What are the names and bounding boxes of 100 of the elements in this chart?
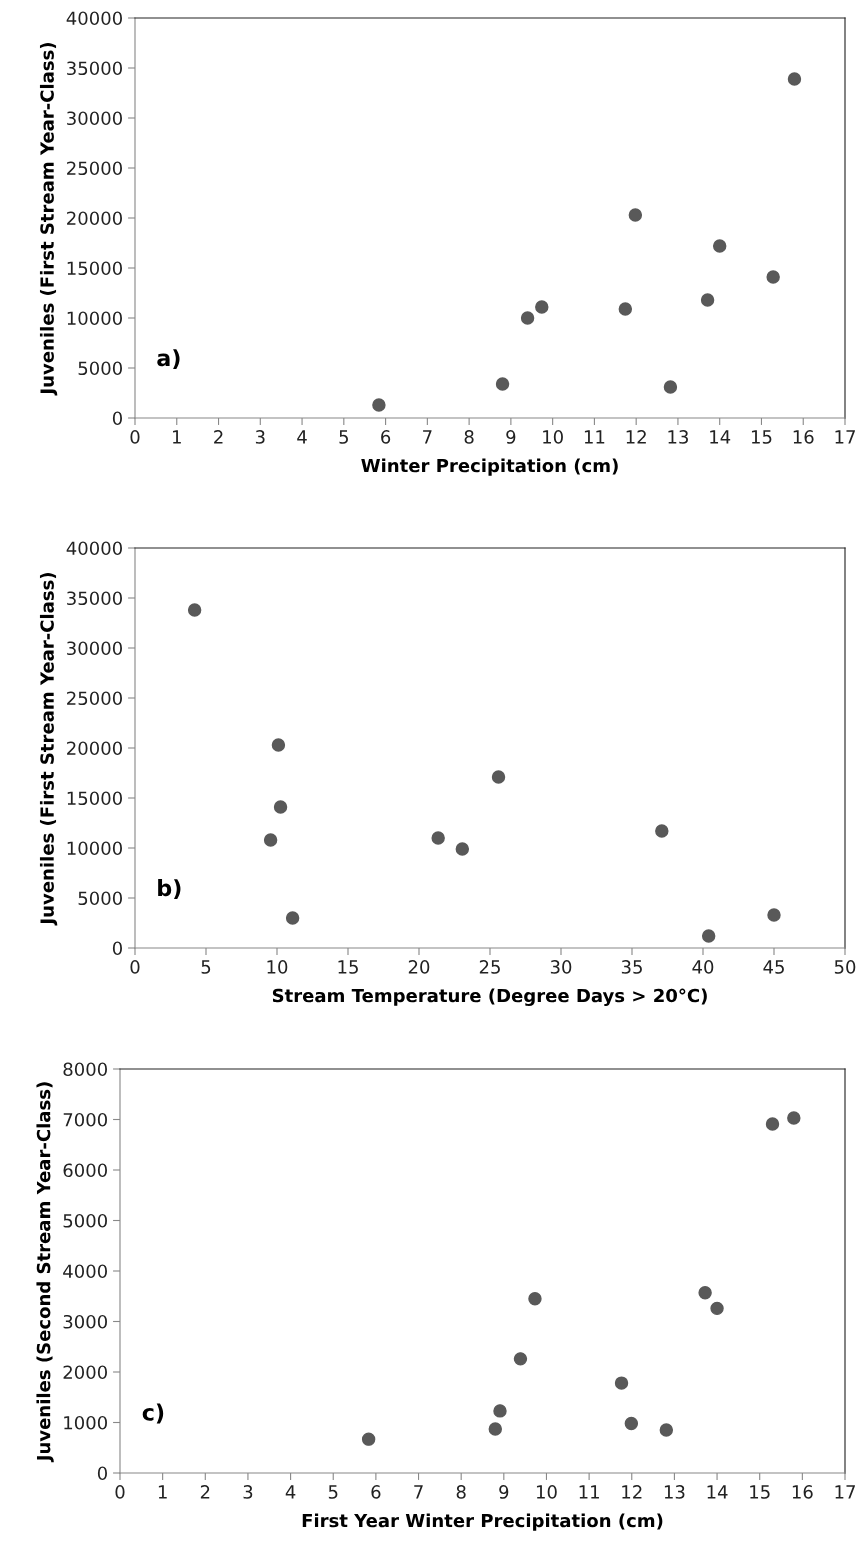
y-tick-label: 40000: [66, 11, 122, 26]
x-tick-label: 4: [285, 1485, 296, 1499]
y-tick-label: 20000: [67, 741, 122, 756]
x-tick-label: 3: [255, 430, 265, 444]
y-tick-label: 35000: [67, 61, 122, 76]
point: [710, 1301, 724, 1316]
x-tick-label: 8: [464, 430, 474, 444]
x-tick-label: 9: [499, 1485, 509, 1499]
x-tick-label: 7: [423, 430, 432, 444]
x-tick-label: 13: [668, 430, 688, 444]
y-axis-title: Juveniles (First Stream Year-Class): [39, 42, 58, 396]
x-tick-label: 14: [707, 1485, 728, 1499]
y-tick-label: 6000: [63, 1163, 107, 1178]
point: [491, 770, 506, 784]
x-tick-label: 16: [792, 1485, 813, 1499]
point: [528, 1292, 542, 1306]
y-tick-label: 30000: [67, 641, 122, 656]
x-tick-label: 16: [793, 430, 814, 444]
y-tick-label: 0: [97, 1466, 107, 1481]
point: [495, 377, 510, 391]
x-tick-label: 25: [479, 960, 500, 974]
x-axis-title: First Year Winter Precipitation (cm): [302, 1513, 663, 1531]
y-tick-label: 5000: [63, 1213, 107, 1228]
y-axis-title: Juveniles (First Stream Year-Class): [39, 572, 58, 926]
y-tick-label: 25000: [67, 691, 122, 706]
x-tick-label: 14: [710, 430, 731, 444]
x-tick-label: 5: [339, 430, 348, 444]
point: [698, 1286, 712, 1300]
x-tick-label: 20: [408, 960, 430, 974]
x-tick-label: 11: [579, 1485, 599, 1499]
x-tick-label: 9: [506, 430, 516, 444]
point: [520, 311, 535, 325]
x-tick-label: 45: [763, 960, 784, 974]
point: [187, 603, 202, 617]
x-tick-label: 2: [214, 430, 223, 444]
x-axis-title: Stream Temperature (Degree Days > 20°C): [272, 988, 707, 1006]
x-tick-label: 0: [130, 430, 140, 444]
x-tick-label: 13: [664, 1485, 685, 1499]
x-tick-label: 6: [371, 1485, 381, 1499]
point: [712, 239, 727, 253]
x-tick-label: 12: [626, 430, 646, 444]
y-tick-label: 2000: [63, 1365, 107, 1380]
y-tick-label: 35000: [67, 591, 122, 606]
y-tick-label: 10000: [67, 311, 122, 326]
annotation: a): [157, 349, 180, 369]
point: [765, 1117, 780, 1131]
x-tick-label: 50: [834, 960, 856, 974]
x-tick-label: 3: [243, 1485, 253, 1499]
y-tick-label: 10000: [67, 841, 122, 856]
point: [488, 1422, 503, 1436]
x-tick-label: 4: [297, 430, 307, 444]
y-tick-label: 5000: [78, 361, 122, 376]
x-tick-label: 12: [622, 1485, 642, 1499]
x-tick-label: 10: [543, 430, 563, 444]
point: [767, 908, 781, 922]
point: [624, 1416, 639, 1431]
y-tick-label: 0: [112, 941, 122, 956]
y-tick-label: 3000: [63, 1314, 107, 1329]
point: [663, 380, 678, 394]
point: [618, 302, 633, 316]
point: [372, 398, 386, 412]
x-tick-label: 40: [692, 960, 714, 974]
x-tick-label: 35: [621, 960, 642, 974]
y-tick-label: 4000: [63, 1264, 107, 1279]
point: [263, 833, 278, 847]
point: [701, 929, 716, 943]
point: [361, 1432, 376, 1446]
x-tick-label: 15: [751, 430, 772, 444]
x-tick-label: 1: [158, 1485, 167, 1499]
point: [700, 293, 715, 307]
x-tick-label: 17: [835, 430, 855, 444]
y-tick-label: 25000: [67, 161, 122, 176]
point: [787, 1111, 801, 1125]
y-tick-label: 1000: [64, 1415, 107, 1430]
point: [431, 831, 445, 845]
x-axis-title: Winter Precipitation (cm): [361, 458, 618, 476]
y-tick-label: 0: [112, 411, 122, 426]
x-tick-label: 2: [200, 1485, 210, 1499]
x-tick-label: 30: [550, 960, 572, 974]
x-tick-label: 15: [750, 1485, 770, 1499]
annotation: b): [158, 879, 181, 899]
x-tick-label: 7: [414, 1485, 423, 1499]
x-tick-label: 0: [130, 960, 140, 974]
x-tick-label: 6: [381, 430, 391, 444]
x-tick-label: 17: [835, 1485, 855, 1499]
point: [271, 738, 286, 752]
y-tick-label: 8000: [63, 1062, 107, 1077]
point: [628, 208, 643, 222]
x-tick-label: 8: [456, 1485, 466, 1499]
y-tick-label: 5000: [78, 891, 122, 906]
y-tick-label: 20000: [67, 211, 122, 226]
y-tick-label: 15000: [67, 791, 122, 806]
point: [766, 270, 780, 284]
point: [655, 824, 669, 838]
point: [285, 911, 300, 925]
point: [455, 842, 470, 856]
point: [787, 72, 802, 86]
x-tick-label: 5: [328, 1485, 338, 1499]
x-tick-label: 10: [267, 960, 288, 974]
x-tick-label: 1: [173, 430, 181, 444]
